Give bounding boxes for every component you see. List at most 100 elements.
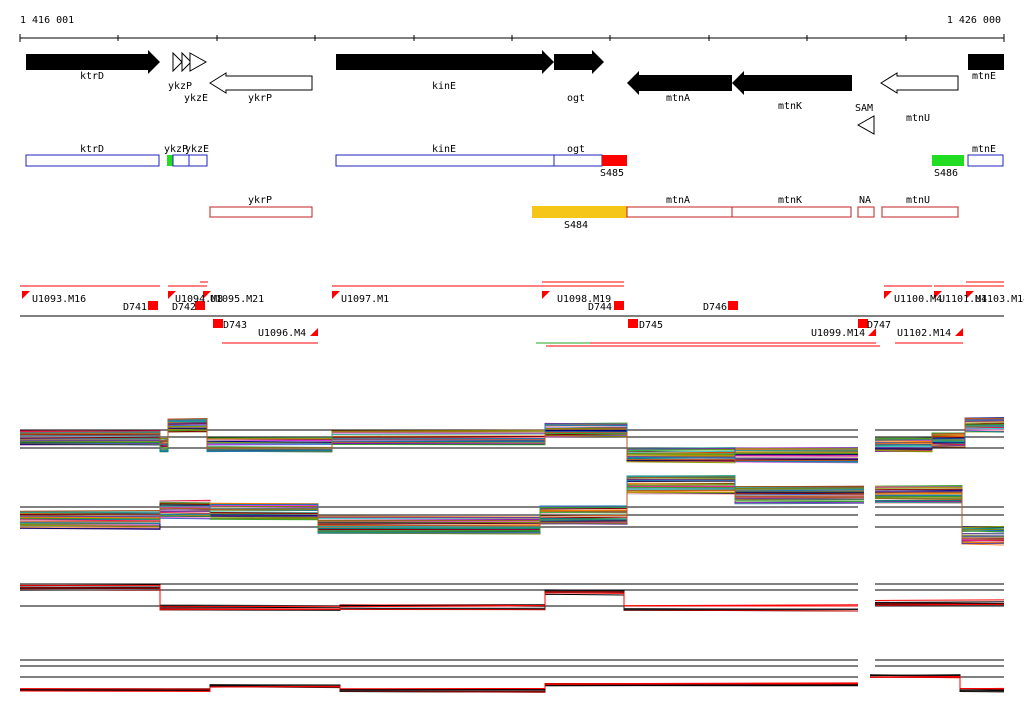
segment-track: U1093.M16 D741 U1094.M8 D742 U1095.M21 D… <box>20 281 1024 347</box>
segment-label-U1095.M21[interactable]: U1095.M21 <box>210 294 264 305</box>
segment-label-U1094.M8[interactable]: U1094.M8 <box>175 294 223 305</box>
fwd-box-ktrD[interactable] <box>25 154 160 167</box>
rev-box-ykrP[interactable] <box>209 206 313 218</box>
expression-panel-4 <box>19 659 1005 693</box>
gene-label-ykzP: ykzP <box>168 81 192 92</box>
rev-label-NA: NA <box>859 195 871 206</box>
gene-arrow-ykzE[interactable] <box>189 52 208 72</box>
fwd-label-mtnE: mtnE <box>972 144 996 155</box>
segment-label-U1097.M1[interactable]: U1097.M1 <box>341 294 389 305</box>
gene-arrow-mtnU[interactable] <box>880 72 959 94</box>
segment-label-D742[interactable]: D742 <box>172 302 196 313</box>
fwd-label-kinE: kinE <box>432 144 456 155</box>
segment-label-D745[interactable]: D745 <box>639 320 663 331</box>
gene-label-mtnK: mtnK <box>778 101 802 112</box>
expression-panel-2 <box>19 475 1005 546</box>
gene-arrow-mtnA[interactable] <box>627 71 732 95</box>
gene-arrow-ykzP-2 <box>181 51 192 73</box>
panel3-profile-2 <box>19 587 859 612</box>
rev-label-mtnA: mtnA <box>666 195 690 206</box>
reverse-transcript-track: ykrP S484 mtnA mtnK NA mtnU <box>209 195 959 231</box>
panel1-profile-b-25 <box>874 427 1005 448</box>
fwd-box-kinE[interactable] <box>335 154 555 167</box>
panel2-profile-27 <box>19 491 865 527</box>
panel4-profile-b-7 <box>869 675 1005 690</box>
gene-track: ktrD ykzP ykzE ykrP kinE ogt mtnA mtnK S… <box>26 50 1004 135</box>
segment-label-U1093.M16[interactable]: U1093.M16 <box>32 294 86 305</box>
rev-box-mtnA[interactable] <box>626 206 733 218</box>
panel2-profile-b-32 <box>874 501 1005 530</box>
fwd-label-S485: S485 <box>600 168 624 179</box>
segment-label-U1101.M4[interactable]: U1101.M4 <box>939 294 987 305</box>
panel3-profile-b-3 <box>874 599 1005 601</box>
panel4-profile-7 <box>19 682 859 692</box>
panel1-profile-39 <box>20 417 859 462</box>
fwd-marker-S486[interactable] <box>932 155 964 166</box>
fwd-box-mtnE[interactable] <box>967 154 1004 167</box>
fwd-label-ykzE: ykzE <box>185 144 209 155</box>
rev-label-S484: S484 <box>564 220 588 231</box>
segment-label-U1098.M19[interactable]: U1098.M19 <box>557 294 611 305</box>
gene-arrow-ogt[interactable] <box>554 50 604 74</box>
panel4-profile-b-3 <box>869 676 1005 690</box>
segment-label-D747[interactable]: D747 <box>867 320 891 331</box>
panel3-profile-3 <box>19 589 859 608</box>
rev-marker-S484[interactable] <box>532 206 627 218</box>
gene-arrow-ykzP[interactable] <box>172 51 183 73</box>
fwd-label-S486: S486 <box>934 168 958 179</box>
panel2-profile-b-39 <box>874 491 1005 541</box>
ruler-end-label: 1 426 000 <box>947 15 1001 26</box>
rev-box-mtnU[interactable] <box>881 206 959 218</box>
fwd-box-ogt[interactable] <box>553 154 603 167</box>
panel1-profile-38 <box>19 429 858 455</box>
panel1-profile-b-37 <box>874 419 1005 441</box>
fwd-label-ktrD: ktrD <box>80 144 104 155</box>
rev-box-NA[interactable] <box>857 206 875 218</box>
segment-label-U1100.M4[interactable]: U1100.M4 <box>894 294 942 305</box>
expression-panel-1 <box>19 417 1005 464</box>
segment-label-D743[interactable]: D743 <box>223 320 247 331</box>
fwd-marker-S485[interactable] <box>602 155 627 166</box>
segment-label-U1102.M14[interactable]: U1102.M14 <box>897 328 951 339</box>
gene-label-ykrP: ykrP <box>248 93 272 104</box>
panel3-profile-b-2 <box>874 601 1005 603</box>
ruler-start-label: 1 416 001 <box>20 15 74 26</box>
gene-arrow-mtnE[interactable] <box>968 54 1004 70</box>
panel2-profile-39 <box>19 489 865 527</box>
panel2-profile-38 <box>19 486 865 532</box>
forward-transcript-track: ktrD ykzP ykzE kinE ogt S485 S486 mtnE <box>25 144 1004 179</box>
panel1-profile-b-38 <box>874 424 1005 439</box>
rev-label-ykrP: ykrP <box>248 195 272 206</box>
gene-arrow-kinE[interactable] <box>336 50 554 74</box>
segment-label-D746[interactable]: D746 <box>703 302 727 313</box>
panel2-profile-32 <box>19 475 865 528</box>
fwd-box-ykzP[interactable] <box>172 154 190 167</box>
gene-arrow-ktrD[interactable] <box>26 50 160 74</box>
coordinate-ruler: 1 416 001 1 426 000 <box>19 15 1005 42</box>
gene-label-kinE: kinE <box>432 81 456 92</box>
fwd-label-ykzP: ykzP <box>164 144 188 155</box>
gene-arrow-SAM[interactable] <box>856 115 875 135</box>
segment-label-D744[interactable]: D744 <box>588 302 612 313</box>
fwd-marker-green-small <box>167 155 173 166</box>
panel3-profile-4 <box>19 587 859 612</box>
gene-label-mtnA: mtnA <box>666 93 690 104</box>
gene-arrow-mtnK[interactable] <box>732 71 852 95</box>
segment-label-U1096.M4[interactable]: U1096.M4 <box>258 328 306 339</box>
segment-label-D741[interactable]: D741 <box>123 302 147 313</box>
panel1-profile-b-36 <box>874 420 1005 449</box>
gene-label-ktrD: ktrD <box>80 71 104 82</box>
gene-arrow-ykrP[interactable] <box>209 72 313 94</box>
gene-label-mtnE: mtnE <box>972 71 996 82</box>
rev-box-mtnK[interactable] <box>731 206 852 218</box>
segment-label-U1103.M14[interactable]: U1103.M14 <box>975 294 1024 305</box>
fwd-box-ykzE[interactable] <box>188 154 208 167</box>
rev-label-mtnU: mtnU <box>906 195 930 206</box>
panel1-profile-b-32 <box>874 425 1005 447</box>
panel1-profile-b-39 <box>874 417 1005 444</box>
gene-label-mtnU: mtnU <box>906 113 930 124</box>
panel2-profile-36 <box>19 478 865 525</box>
segment-label-U1099.M14[interactable]: U1099.M14 <box>811 328 865 339</box>
fwd-label-ogt: ogt <box>567 144 585 155</box>
